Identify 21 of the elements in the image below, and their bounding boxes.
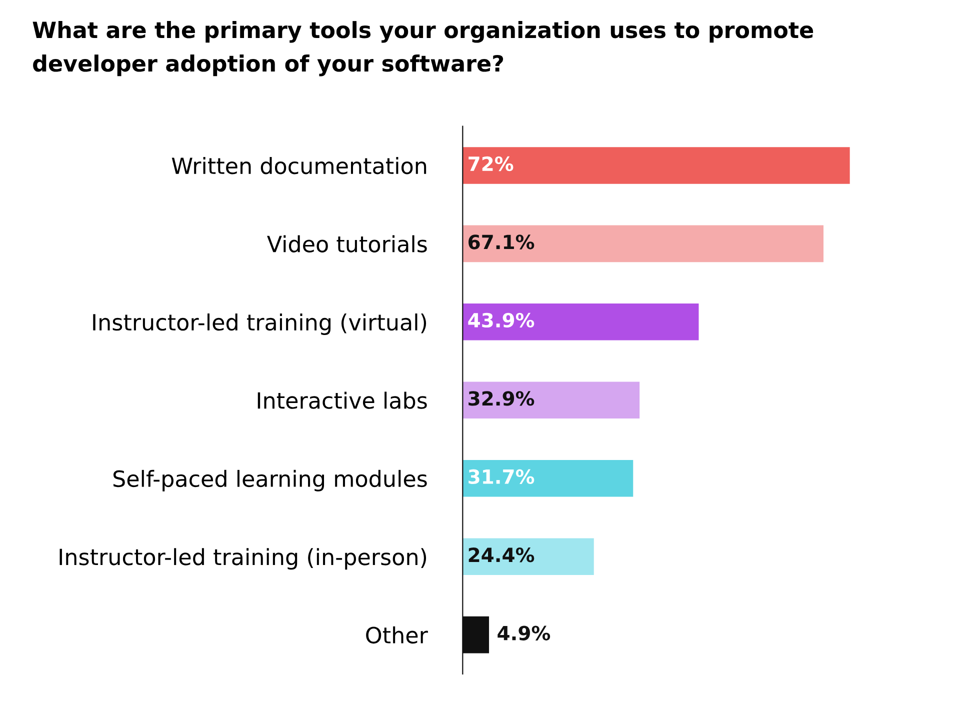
chart-title: What are the primary tools your organization uses to promote developer adoption of your software? [32,21,814,76]
data-label: 43.9% [468,312,534,328]
data-label: 24.4% [468,548,534,562]
y-tick-label: Video tutorials [267,235,427,252]
data-label: 4.9% [498,626,550,640]
bar [462,460,634,497]
data-label: 31.7% [468,469,534,484]
bar [462,538,594,575]
data-label: 32.9% [468,391,534,406]
y-tick-label: Interactive labs [258,392,427,409]
bar [462,225,824,262]
y-tick-label: Written documentation [172,157,426,174]
data-label: 67.1% [468,234,534,250]
bar [462,304,699,340]
data-label: 72% [468,156,514,172]
bar [462,382,640,419]
y-tick-label: Self-paced learning modules [113,470,427,492]
y-tick-label: Instructor-led training (in-person) [60,548,426,570]
bar [462,147,850,184]
y-tick-label: Other [366,626,428,644]
y-tick-label: Instructor-led training (virtual) [93,313,426,335]
